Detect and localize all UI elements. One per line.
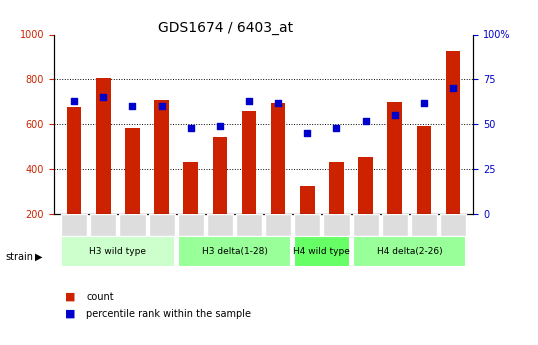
- FancyBboxPatch shape: [119, 214, 146, 236]
- Bar: [387, 102, 402, 259]
- Bar: [67, 107, 81, 259]
- Point: [157, 104, 166, 109]
- Bar: [271, 103, 286, 259]
- Bar: [446, 51, 461, 259]
- FancyBboxPatch shape: [90, 214, 116, 236]
- Bar: [183, 162, 198, 259]
- Bar: [96, 78, 111, 259]
- Bar: [154, 99, 169, 259]
- Point: [303, 130, 312, 136]
- Point: [274, 100, 282, 106]
- FancyBboxPatch shape: [323, 214, 350, 236]
- Text: H4 wild type: H4 wild type: [293, 247, 350, 256]
- FancyBboxPatch shape: [352, 214, 379, 236]
- Bar: [300, 186, 315, 259]
- Point: [362, 118, 370, 124]
- Text: H4 delta(2-26): H4 delta(2-26): [377, 247, 442, 256]
- FancyBboxPatch shape: [236, 214, 262, 236]
- FancyBboxPatch shape: [178, 214, 204, 236]
- Point: [391, 112, 399, 118]
- Text: count: count: [86, 292, 114, 302]
- Text: H3 delta(1-28): H3 delta(1-28): [202, 247, 267, 256]
- FancyBboxPatch shape: [294, 236, 350, 267]
- Bar: [213, 137, 227, 259]
- FancyBboxPatch shape: [440, 214, 466, 236]
- FancyBboxPatch shape: [411, 214, 437, 236]
- Bar: [329, 162, 344, 259]
- Point: [128, 104, 137, 109]
- Text: strain: strain: [5, 252, 33, 262]
- Point: [216, 123, 224, 129]
- Point: [187, 125, 195, 130]
- Text: GDS1674 / 6403_at: GDS1674 / 6403_at: [158, 21, 294, 35]
- Text: ■: ■: [65, 292, 75, 302]
- FancyBboxPatch shape: [381, 214, 408, 236]
- Bar: [125, 128, 140, 259]
- Point: [99, 95, 108, 100]
- Point: [332, 125, 341, 130]
- FancyBboxPatch shape: [294, 214, 321, 236]
- FancyBboxPatch shape: [352, 236, 466, 267]
- Point: [449, 86, 457, 91]
- Text: H3 wild type: H3 wild type: [89, 247, 146, 256]
- Bar: [416, 126, 431, 259]
- FancyBboxPatch shape: [61, 236, 175, 267]
- Bar: [358, 157, 373, 259]
- Text: ▶: ▶: [35, 252, 43, 262]
- Point: [70, 98, 79, 104]
- FancyBboxPatch shape: [148, 214, 175, 236]
- FancyBboxPatch shape: [178, 236, 291, 267]
- FancyBboxPatch shape: [265, 214, 291, 236]
- Point: [420, 100, 428, 106]
- Text: percentile rank within the sample: percentile rank within the sample: [86, 309, 251, 319]
- FancyBboxPatch shape: [61, 214, 87, 236]
- Bar: [242, 111, 256, 259]
- FancyBboxPatch shape: [207, 214, 233, 236]
- Text: ■: ■: [65, 309, 75, 319]
- Point: [245, 98, 253, 104]
